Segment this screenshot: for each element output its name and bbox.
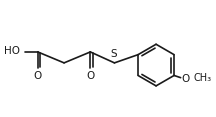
Text: CH₃: CH₃	[193, 73, 211, 83]
Text: O: O	[182, 74, 190, 84]
Text: S: S	[110, 49, 117, 59]
Text: HO: HO	[4, 46, 20, 56]
Text: O: O	[86, 71, 94, 81]
Text: O: O	[34, 71, 42, 81]
